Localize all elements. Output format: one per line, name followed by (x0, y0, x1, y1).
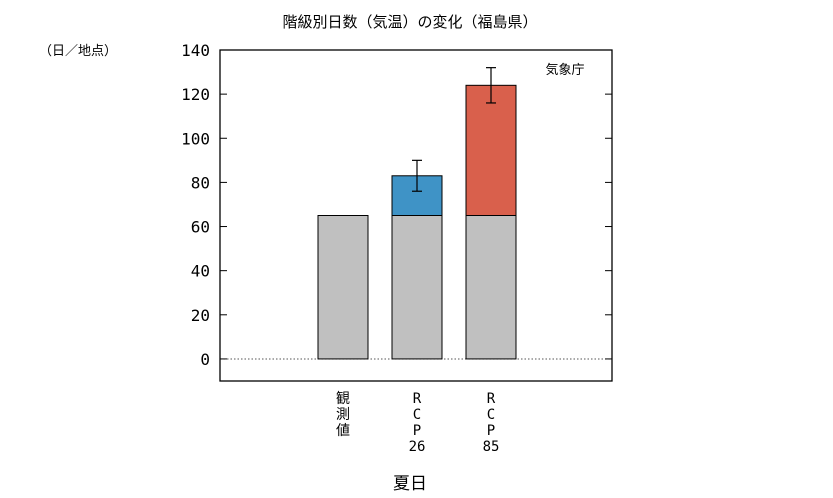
x-category-label-line: C (413, 407, 421, 423)
y-unit-label: （日／地点） (39, 44, 117, 59)
x-category-label-0: 観測値 (336, 390, 350, 439)
y-tick-label: 80 (191, 173, 210, 192)
x-category-label-line: 26 (409, 439, 426, 455)
x-category-label-line: R (413, 391, 422, 407)
x-category-label-line: P (413, 423, 421, 439)
source-label: 気象庁 (545, 62, 584, 78)
x-category-label-line: P (487, 423, 495, 439)
x-category-label-line: R (487, 391, 496, 407)
bar-increase-2 (465, 84, 517, 216)
y-tick-label: 60 (191, 218, 210, 237)
y-tick-label: 20 (191, 306, 210, 325)
y-tick-label: 120 (181, 85, 210, 104)
y-tick-label: 140 (181, 41, 210, 60)
bar-base-0 (317, 215, 369, 360)
y-tick-label: 40 (191, 262, 210, 281)
y-tick-label: 0 (200, 350, 210, 369)
x-category-label-line: 測 (336, 407, 350, 423)
x-category-label-line: 値 (336, 423, 350, 439)
x-axis-label: 夏日 (393, 474, 427, 494)
bar-base-1 (391, 215, 443, 360)
chart-title: 階級別日数（気温）の変化（福島県） (282, 13, 537, 31)
y-tick-label: 100 (181, 129, 210, 148)
plot-frame (219, 49, 613, 382)
x-category-label-line: 85 (483, 439, 500, 455)
x-category-label-line: 観 (336, 390, 350, 407)
bar-base-2 (465, 215, 517, 360)
x-category-label-line: C (487, 407, 495, 423)
